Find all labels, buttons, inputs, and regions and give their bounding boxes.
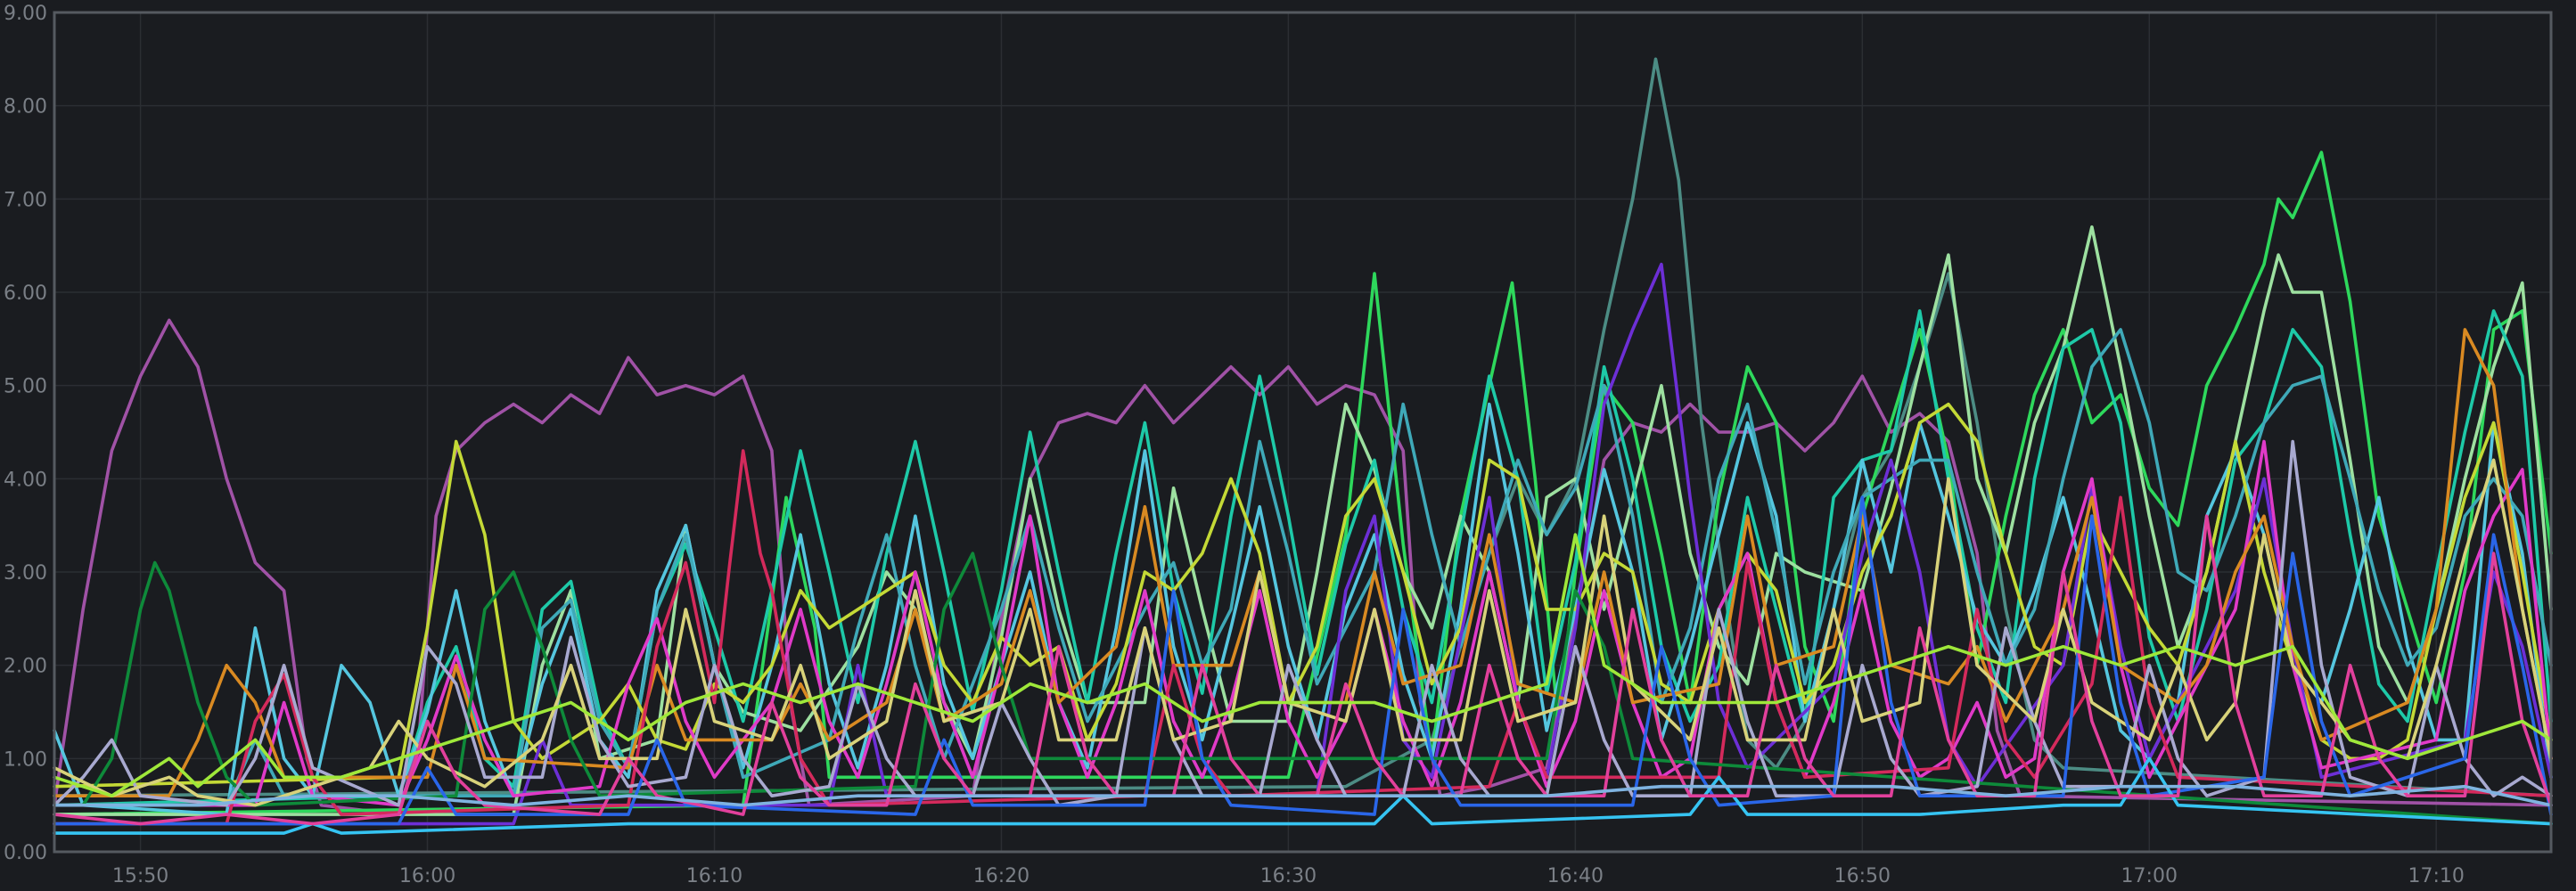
y-tick-label: 9.00 <box>4 3 47 25</box>
x-tick-label: 16:00 <box>399 865 455 887</box>
x-tick-label: 16:30 <box>1260 865 1317 887</box>
series-line-14 <box>53 439 2553 807</box>
y-tick-label: 6.00 <box>4 282 47 305</box>
series-line-8 <box>53 402 2553 789</box>
x-axis-ticks: 15:50 16:00 16:10 16:20 16:30 16:40 16:50 17:00… <box>112 865 2465 887</box>
y-tick-label: 1.00 <box>4 748 47 771</box>
x-tick-label: 16:50 <box>1834 865 1891 887</box>
series-line-11 <box>53 328 2553 798</box>
x-tick-label: 16:20 <box>973 865 1030 887</box>
y-tick-label: 0.00 <box>4 842 47 864</box>
y-tick-label: 3.00 <box>4 562 47 584</box>
y-axis-ticks: 0.00 1.00 2.00 3.00 4.00 5.00 6.00 7.00 8.00 9.00 <box>4 3 47 864</box>
series-line-20 <box>53 784 2553 807</box>
series-line-7 <box>53 328 2553 807</box>
series-line-2 <box>53 57 2553 798</box>
y-tick-label: 2.00 <box>4 656 47 678</box>
y-tick-label: 8.00 <box>4 96 47 119</box>
x-tick-label: 15:50 <box>112 865 168 887</box>
x-tick-label: 17:10 <box>2408 865 2465 887</box>
y-tick-label: 5.00 <box>4 376 47 398</box>
series-line-16 <box>53 495 2553 826</box>
x-tick-label: 16:10 <box>686 865 742 887</box>
series-line-13 <box>53 552 2553 826</box>
series-lines <box>53 57 2553 835</box>
y-tick-label: 7.00 <box>4 189 47 211</box>
series-line-17 <box>53 756 2553 835</box>
plot-frame <box>53 11 2553 854</box>
y-tick-label: 4.00 <box>4 469 47 491</box>
x-tick-label: 17:00 <box>2121 865 2178 887</box>
x-tick-label: 16:40 <box>1547 865 1604 887</box>
series-line-19 <box>53 533 2553 798</box>
